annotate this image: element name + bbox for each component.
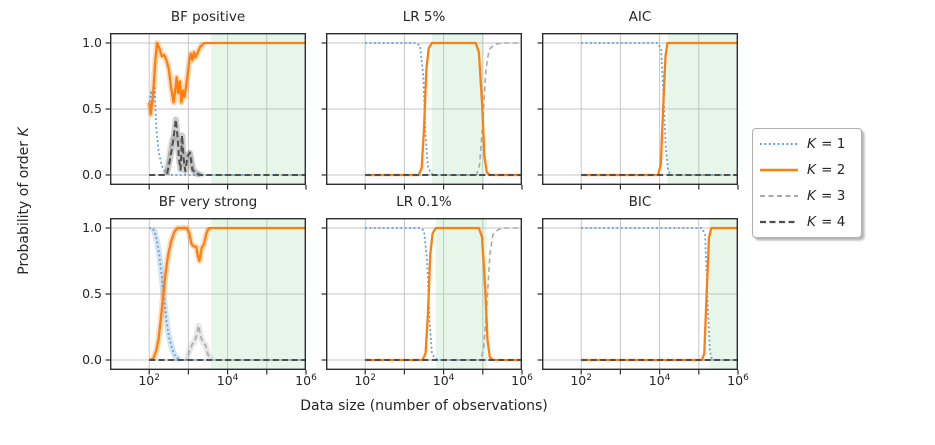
x-tick-label: 104 bbox=[432, 373, 455, 389]
subplot-aic: AIC bbox=[537, 9, 739, 190]
legend-item-k3: K = 3 bbox=[759, 183, 855, 209]
subplot-bic: BIC bbox=[537, 194, 739, 375]
subplot-title: LR 0.1% bbox=[396, 194, 452, 210]
x-tick-label: 102 bbox=[354, 373, 376, 389]
green-region bbox=[211, 219, 306, 369]
x-tick-label: 102 bbox=[138, 373, 160, 389]
subplot-canvas bbox=[105, 32, 307, 190]
green-region bbox=[211, 34, 306, 184]
axes-spines bbox=[325, 217, 523, 371]
green-region bbox=[667, 34, 738, 184]
subplot-canvas bbox=[537, 32, 739, 190]
green-region bbox=[431, 34, 484, 184]
subplot-canvas bbox=[321, 32, 523, 190]
series-K2-line bbox=[581, 226, 738, 362]
y-axis-label: Probability of order K bbox=[16, 127, 32, 274]
subplot-canvas bbox=[105, 217, 307, 375]
x-axis-label: Data size (number of observations) bbox=[300, 398, 548, 414]
y-tick-label: 1.0 bbox=[82, 35, 102, 50]
subplot-bf-very-strong: BF very strong bbox=[105, 194, 307, 375]
subplot-title: AIC bbox=[628, 9, 652, 25]
series-K2-line bbox=[365, 41, 522, 177]
x-tick-label: 104 bbox=[648, 373, 671, 389]
y-axis-label-math-k: K bbox=[16, 127, 32, 137]
series-K2-line bbox=[148, 41, 306, 116]
x-tick-label: 106 bbox=[295, 373, 317, 389]
subplot-title: BF very strong bbox=[158, 194, 258, 210]
legend: K = 1 K = 2 K = 3 K = 4 bbox=[752, 128, 862, 238]
legend-label: K = 3 bbox=[807, 188, 846, 204]
legend-item-k2: K = 2 bbox=[759, 157, 855, 183]
subplot-lr-5pct: LR 5% bbox=[321, 9, 523, 190]
y-tick-label: 0.0 bbox=[82, 352, 102, 367]
y-tick-label: 0.5 bbox=[82, 286, 102, 301]
y-axis-label-text: Probability of order bbox=[16, 136, 32, 275]
legend-item-k4: K = 4 bbox=[759, 209, 855, 235]
legend-label: K = 2 bbox=[807, 162, 846, 178]
axes-spines bbox=[541, 217, 739, 371]
subplot-bf-positive: BF positive bbox=[105, 9, 307, 190]
x-tick-label: 106 bbox=[727, 373, 749, 389]
subplot-lr-01pct: LR 0.1% bbox=[321, 194, 523, 375]
legend-line-sample bbox=[760, 142, 798, 146]
subplot-title: LR 5% bbox=[402, 9, 446, 25]
y-tick-label: 0.5 bbox=[82, 101, 102, 116]
subplot-canvas bbox=[321, 217, 523, 375]
axes-spines bbox=[109, 32, 307, 186]
subplot-canvas bbox=[537, 217, 739, 375]
legend-line-sample bbox=[760, 168, 798, 172]
axes-spines bbox=[325, 32, 523, 186]
legend-label: K = 1 bbox=[807, 136, 846, 152]
series-K3-line bbox=[365, 42, 522, 176]
series-K3-line bbox=[365, 227, 522, 361]
axes-spines bbox=[109, 217, 307, 371]
legend-line-sample bbox=[760, 195, 798, 197]
series-K1-line bbox=[365, 42, 522, 176]
series-K3-line bbox=[149, 324, 306, 361]
x-tick-label: 106 bbox=[511, 373, 533, 389]
y-tick-label: 0.0 bbox=[82, 167, 102, 182]
subplot-title: BF positive bbox=[170, 9, 246, 25]
axes-spines bbox=[541, 32, 739, 186]
x-tick-label: 104 bbox=[216, 373, 239, 389]
series-K1-line bbox=[148, 86, 306, 176]
series-K4-line bbox=[149, 118, 306, 176]
y-tick-label: 1.0 bbox=[82, 220, 102, 235]
legend-item-k1: K = 1 bbox=[759, 131, 855, 157]
series-K2-line bbox=[365, 226, 522, 362]
series-K2-line bbox=[148, 226, 306, 362]
green-region bbox=[709, 219, 738, 369]
legend-label: K = 4 bbox=[807, 214, 846, 230]
green-region bbox=[435, 219, 487, 369]
x-tick-label: 102 bbox=[570, 373, 592, 389]
subplot-title: BIC bbox=[628, 194, 652, 210]
series-K1-line bbox=[149, 227, 306, 361]
legend-line-sample bbox=[760, 220, 798, 224]
